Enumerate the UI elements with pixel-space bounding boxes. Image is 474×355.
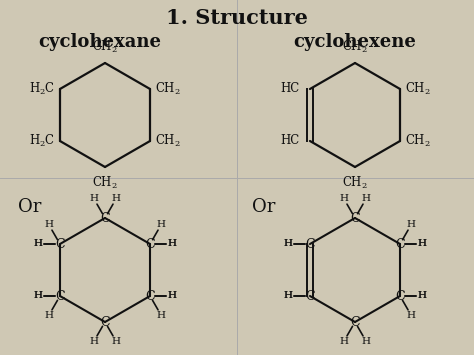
Text: $\mathregular{CH_2}$: $\mathregular{CH_2}$ xyxy=(405,81,431,97)
Text: $\mathregular{H_2C}$: $\mathregular{H_2C}$ xyxy=(29,133,55,149)
Text: H: H xyxy=(339,195,348,203)
Text: C: C xyxy=(145,237,155,251)
Text: cyclohexene: cyclohexene xyxy=(293,33,417,51)
Text: H: H xyxy=(111,195,120,203)
Text: H: H xyxy=(418,291,427,300)
Text: H: H xyxy=(34,240,43,248)
Text: HC: HC xyxy=(280,82,300,95)
Text: H: H xyxy=(418,240,427,248)
Text: $\mathregular{CH_2}$: $\mathregular{CH_2}$ xyxy=(342,39,368,55)
Text: H: H xyxy=(418,291,427,300)
Text: H: H xyxy=(90,337,99,345)
Text: C: C xyxy=(395,289,405,302)
Text: H: H xyxy=(156,311,165,320)
Text: H: H xyxy=(45,311,54,320)
Text: C: C xyxy=(145,289,155,302)
Text: C: C xyxy=(100,316,110,328)
Text: Or: Or xyxy=(252,198,275,216)
Text: H: H xyxy=(283,240,292,248)
Text: $\mathregular{CH_2}$: $\mathregular{CH_2}$ xyxy=(155,133,181,149)
Text: H: H xyxy=(167,240,176,248)
Text: H: H xyxy=(34,291,43,300)
Text: HC: HC xyxy=(280,135,300,147)
Text: H: H xyxy=(283,291,292,300)
Text: H: H xyxy=(283,240,292,248)
Text: C: C xyxy=(350,316,360,328)
Text: cyclohexane: cyclohexane xyxy=(38,33,162,51)
Text: H: H xyxy=(418,240,427,248)
Text: H: H xyxy=(407,311,416,320)
Text: H: H xyxy=(339,337,348,345)
Text: C: C xyxy=(55,289,65,302)
Text: H: H xyxy=(45,220,54,229)
Text: C: C xyxy=(350,212,360,224)
Text: H: H xyxy=(362,195,371,203)
Text: H: H xyxy=(156,220,165,229)
Text: $\mathregular{CH_2}$: $\mathregular{CH_2}$ xyxy=(405,133,431,149)
Text: H: H xyxy=(167,240,176,248)
Text: Or: Or xyxy=(18,198,41,216)
Text: H: H xyxy=(283,291,292,300)
Text: C: C xyxy=(305,289,315,302)
Text: $\mathregular{CH_2}$: $\mathregular{CH_2}$ xyxy=(92,175,118,191)
Text: H: H xyxy=(167,291,176,300)
Text: $\mathregular{CH_2}$: $\mathregular{CH_2}$ xyxy=(155,81,181,97)
Text: H: H xyxy=(407,220,416,229)
Text: $\mathregular{H_2C}$: $\mathregular{H_2C}$ xyxy=(29,81,55,97)
Text: H: H xyxy=(34,291,43,300)
Text: C: C xyxy=(395,237,405,251)
Text: $\mathregular{CH_2}$: $\mathregular{CH_2}$ xyxy=(92,39,118,55)
Text: $\mathregular{CH_2}$: $\mathregular{CH_2}$ xyxy=(342,175,368,191)
Text: H: H xyxy=(167,291,176,300)
Text: C: C xyxy=(55,237,65,251)
Text: 1. Structure: 1. Structure xyxy=(166,8,308,28)
Text: C: C xyxy=(305,237,315,251)
Text: C: C xyxy=(100,212,110,224)
Text: H: H xyxy=(111,337,120,345)
Text: H: H xyxy=(362,337,371,345)
Text: H: H xyxy=(34,240,43,248)
Text: H: H xyxy=(90,195,99,203)
